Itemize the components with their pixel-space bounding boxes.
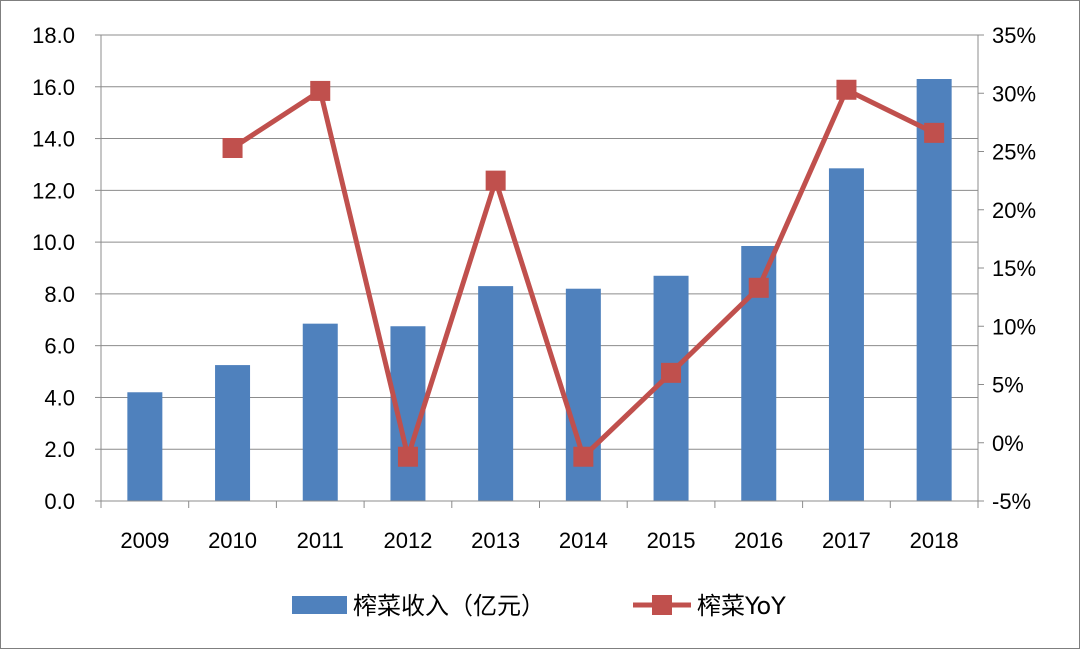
bar-2017 — [828, 168, 864, 502]
legend: 榨菜收入（亿元） 榨菜YoY — [292, 592, 786, 620]
legend-swatch-bar — [292, 596, 347, 614]
x-tick-label: 2016 — [734, 528, 783, 553]
left-tick-label: 14.0 — [32, 127, 75, 152]
x-tick-label: 2013 — [471, 528, 520, 553]
x-tick-label: 2011 — [297, 528, 344, 553]
yoy-marker-2016 — [748, 277, 769, 298]
bar-2010 — [215, 365, 251, 501]
right-tick-label: 20% — [992, 198, 1036, 223]
right-tick-label: 5% — [992, 373, 1024, 398]
bar-2014 — [565, 288, 601, 501]
left-tick-label: 8.0 — [44, 282, 75, 307]
right-tick-label: 30% — [992, 81, 1036, 106]
right-tick-label: 25% — [992, 140, 1036, 165]
yoy-marker-2012 — [397, 446, 418, 467]
left-tick-label: 10.0 — [32, 230, 75, 255]
x-tick-label: 2017 — [822, 528, 871, 553]
left-tick-label: 12.0 — [32, 178, 75, 203]
bar-2015 — [653, 275, 689, 501]
tick-labels: 0.0 2.0 4.0 6.0 8.0 10.0 12.0 14.0 16.0 18.0 -5% 0%… — [32, 23, 1036, 553]
legend-swatch-marker — [652, 595, 672, 615]
axes — [95, 34, 984, 508]
yoy-marker-2013 — [485, 170, 506, 191]
x-tick-label: 2012 — [383, 528, 432, 553]
x-tick-label: 2010 — [208, 528, 257, 553]
x-tick-label: 2014 — [559, 528, 608, 553]
x-tick-label: 2018 — [910, 528, 959, 553]
right-tick-label: 0% — [992, 431, 1024, 456]
left-tick-label: 6.0 — [44, 334, 75, 359]
legend-label-bar: 榨菜收入（亿元） — [353, 592, 545, 620]
left-tick-label: 18.0 — [32, 23, 75, 48]
left-tick-label: 4.0 — [44, 385, 75, 410]
left-tick-label: 2.0 — [44, 437, 75, 462]
yoy-marker-2018 — [924, 122, 945, 143]
yoy-marker-2011 — [310, 80, 331, 101]
bar-2011 — [302, 323, 338, 501]
bar-2013 — [478, 286, 514, 501]
right-tick-label: 10% — [992, 314, 1036, 339]
yoy-marker-2014 — [573, 446, 594, 467]
yoy-marker-2017 — [836, 79, 857, 100]
line-series — [222, 79, 945, 467]
left-tick-label: 16.0 — [32, 75, 75, 100]
bar-2018 — [916, 79, 952, 501]
x-tick-label: 2009 — [120, 528, 169, 553]
legend-label-line: 榨菜YoY — [697, 592, 786, 620]
right-tick-label: -5% — [992, 489, 1031, 514]
right-tick-label: 15% — [992, 256, 1036, 281]
yoy-marker-2010 — [222, 138, 243, 159]
yoy-marker-2015 — [661, 362, 682, 383]
bar-2009 — [127, 392, 163, 501]
left-tick-label: 0.0 — [44, 489, 75, 514]
bar-series — [127, 79, 952, 502]
x-tick-label: 2015 — [647, 528, 696, 553]
right-tick-label: 35% — [992, 23, 1036, 48]
